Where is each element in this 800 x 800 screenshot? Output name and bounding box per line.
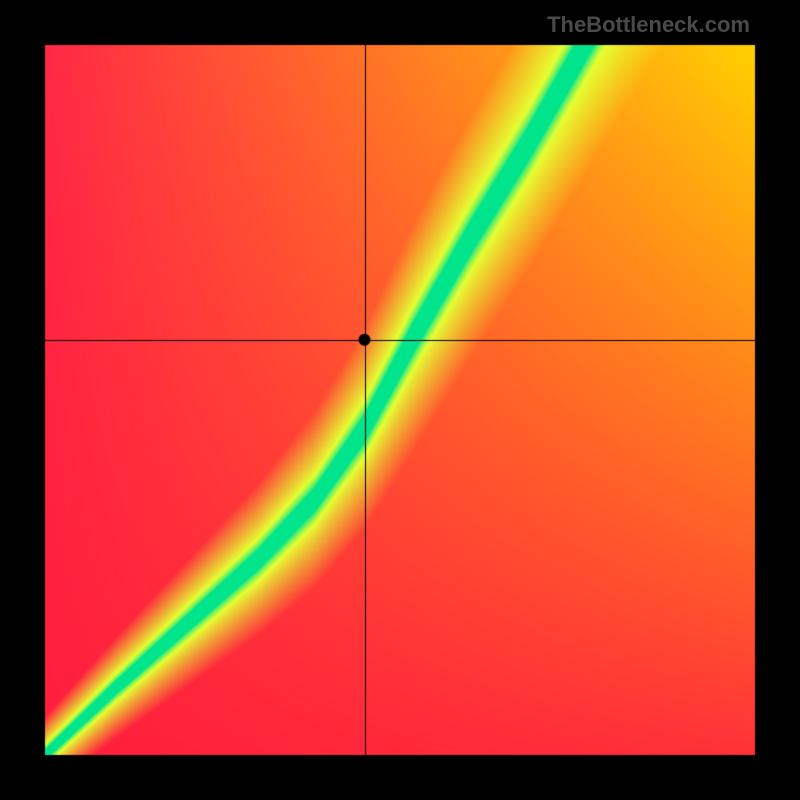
heatmap-canvas [0,0,800,800]
chart-container: TheBottleneck.com [0,0,800,800]
watermark-text: TheBottleneck.com [547,12,750,38]
